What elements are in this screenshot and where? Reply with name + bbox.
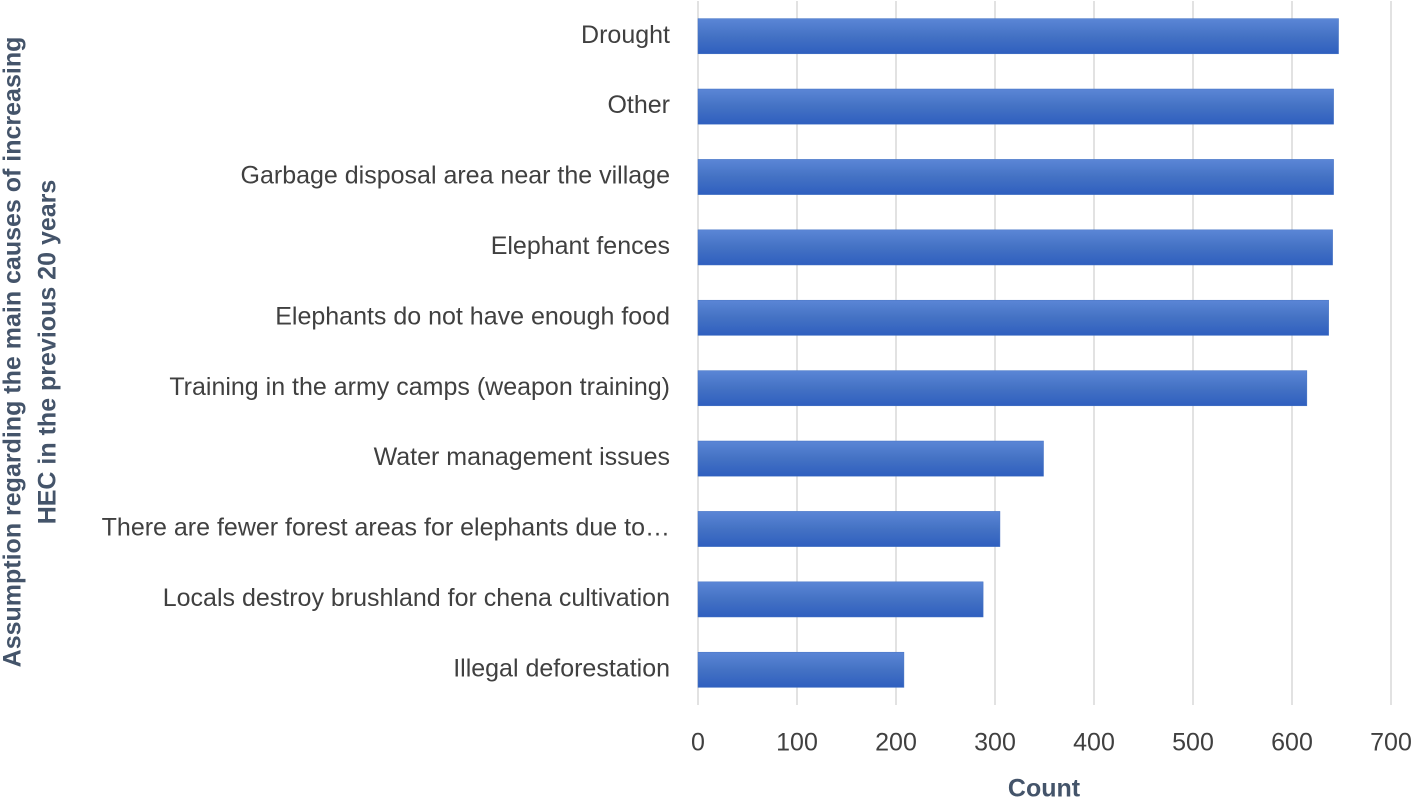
y-tick-label: Locals destroy brushland for chena culti… [163, 584, 670, 612]
y-tick-label: Drought [581, 21, 670, 49]
bar [697, 370, 1308, 407]
bar [697, 229, 1333, 266]
bar [697, 88, 1334, 125]
bars [697, 18, 1339, 688]
y-axis-title: HEC in the previous 20 years [34, 180, 62, 525]
bar [697, 299, 1329, 336]
bar [697, 651, 905, 688]
y-tick-label: Elephant fences [491, 232, 670, 260]
x-tick-label: 100 [776, 729, 818, 757]
bar [697, 18, 1339, 55]
x-tick-label: 400 [1073, 729, 1115, 757]
y-tick-label: There are fewer forest areas for elephan… [102, 514, 670, 542]
x-tick-label: 700 [1370, 729, 1412, 757]
x-tick-label: 600 [1271, 729, 1313, 757]
x-axis-title: Count [1008, 775, 1081, 800]
bar [697, 159, 1334, 195]
y-tick-label: Other [607, 91, 670, 119]
y-tick-label: Training in the army camps (weapon train… [169, 373, 670, 401]
y-axis-title: Assumption regarding the main causes of … [0, 37, 27, 668]
y-tick-label: Garbage disposal area near the village [241, 162, 670, 190]
x-tick-label: 500 [1172, 729, 1214, 757]
y-tick-label: Water management issues [374, 443, 670, 471]
bar [697, 511, 1001, 547]
y-tick-label: Illegal deforestation [453, 654, 670, 682]
x-tick-label: 200 [875, 729, 917, 757]
bar [697, 440, 1044, 477]
y-tick-label: Elephants do not have enough food [275, 302, 670, 330]
x-tick-label: 0 [691, 729, 705, 757]
bar [697, 581, 984, 618]
x-tick-label: 300 [974, 729, 1016, 757]
